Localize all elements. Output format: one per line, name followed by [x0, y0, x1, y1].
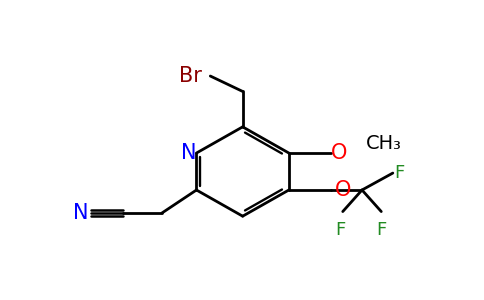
Text: O: O — [335, 180, 351, 200]
Text: N: N — [73, 203, 89, 223]
Text: CH₃: CH₃ — [366, 134, 402, 153]
Text: N: N — [181, 143, 197, 163]
Text: F: F — [394, 164, 405, 182]
Text: F: F — [376, 221, 386, 239]
Text: O: O — [331, 143, 348, 163]
Text: Br: Br — [179, 66, 202, 86]
Text: F: F — [335, 221, 346, 239]
